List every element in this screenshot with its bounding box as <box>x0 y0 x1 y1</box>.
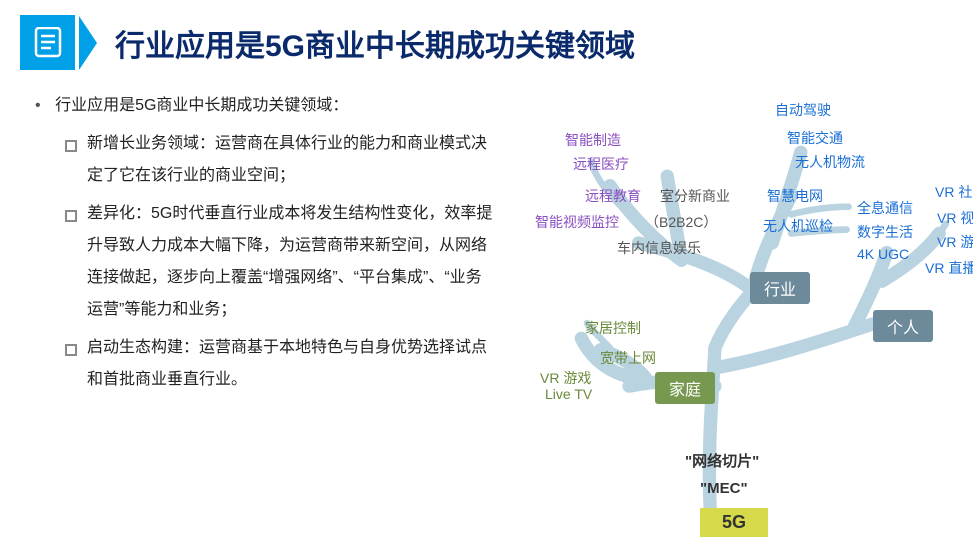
tree-leaf: VR 游戏 <box>540 368 591 388</box>
tree-category: 个人 <box>873 310 933 342</box>
tree-leaf: VR 视频 <box>937 208 973 228</box>
bullet-lead-text: 行业应用是5G商业中长期成功关键领域： <box>55 97 348 114</box>
trunk-label: "网络切片" <box>685 450 759 471</box>
tree-leaf: 智能视频监控 <box>535 212 619 232</box>
content-area: 行业应用是5G商业中长期成功关键领域： 新增长业务领域：运营商在具体行业的能力和… <box>0 80 973 520</box>
tree-leaf: 智能制造 <box>565 130 621 150</box>
tree-leaf: 数字生活 <box>857 222 913 242</box>
tree-leaf: 无人机巡检 <box>763 216 833 236</box>
slide-header: 行业应用是5G商业中长期成功关键领域 <box>0 0 973 80</box>
tree-leaf: VR 社交 <box>935 182 973 202</box>
tree-category: 行业 <box>750 272 810 304</box>
tree-leaf: 全息通信 <box>857 198 913 218</box>
tree-leaf: 自动驾驶 <box>775 100 831 120</box>
page-title: 行业应用是5G商业中长期成功关键领域 <box>115 21 635 65</box>
tree-leaf: VR 游戏 <box>937 232 973 252</box>
tree-leaf: 智能交通 <box>787 128 843 148</box>
tree-root: 5G <box>700 508 768 537</box>
tree-diagram: 智能制造远程医疗远程教育智能视频监控 自动驾驶智能交通无人机物流智慧电网无人机巡检… <box>505 90 963 520</box>
tree-leaf: 远程医疗 <box>573 154 629 174</box>
tree-leaf: Live TV <box>545 386 592 402</box>
bullet-lead: 行业应用是5G商业中长期成功关键领域： 新增长业务领域：运营商在具体行业的能力和… <box>35 90 495 396</box>
tree-leaf: 宽带上网 <box>600 348 656 368</box>
tree-leaf: 4K UGC <box>857 246 909 262</box>
bullet-text: 行业应用是5G商业中长期成功关键领域： 新增长业务领域：运营商在具体行业的能力和… <box>35 90 495 520</box>
bullet-item: 新增长业务领域：运营商在具体行业的能力和商业模式决定了它在该行业的商业空间； <box>65 128 495 192</box>
tree-leaf: 车内信息娱乐 <box>617 238 701 258</box>
tree-leaf: （B2B2C） <box>645 212 717 232</box>
tree-leaf: 家居控制 <box>585 318 641 338</box>
chevron-right-icon <box>79 16 97 70</box>
trunk-label: "MEC" <box>700 480 748 497</box>
tree-category: 家庭 <box>655 372 715 404</box>
list-icon <box>20 15 75 70</box>
bullet-item: 差异化：5G时代垂直行业成本将发生结构性变化，效率提升导致人力成本大幅下降，为运… <box>65 198 495 326</box>
tree-leaf: 智慧电网 <box>767 186 823 206</box>
tree-leaf: VR 直播 <box>925 258 973 278</box>
bullet-item: 启动生态构建：运营商基于本地特色与自身优势选择试点和首批商业垂直行业。 <box>65 332 495 396</box>
tree-leaf: 室分新商业 <box>660 186 730 206</box>
tree-leaf: 无人机物流 <box>795 152 865 172</box>
tree-leaf: 远程教育 <box>585 186 641 206</box>
